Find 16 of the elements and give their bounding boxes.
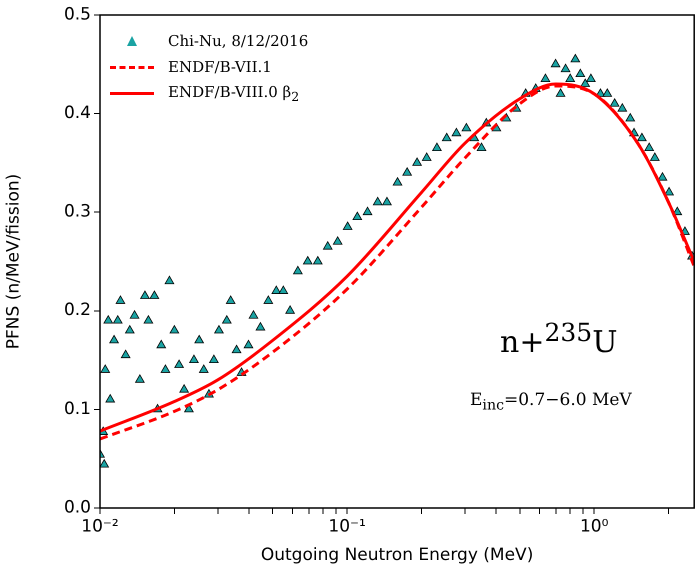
y-tick-label: 0.2 <box>64 300 91 320</box>
x-tick-label: 10⁻² <box>81 516 119 537</box>
x-tick-label: 10⁻¹ <box>328 516 366 537</box>
y-tick-label: 0.4 <box>64 103 91 124</box>
x-tick-label: 10⁰ <box>580 516 609 537</box>
legend-label: ENDF/B-VIII.0 β$_{2}$ <box>168 82 300 104</box>
legend-label: ENDF/B-VII.1 <box>168 58 272 76</box>
legend-label: Chi-Nu, 8/12/2016 <box>168 32 308 50</box>
y-tick-label: 0.0 <box>64 497 91 518</box>
y-tick-label: 0.3 <box>64 202 91 222</box>
y-tick-label: 0.1 <box>64 398 91 419</box>
annotation: n+$^{235}$U <box>500 318 618 360</box>
annotation: E$_{inc}$=0.7−6.0 MeV <box>470 390 632 414</box>
y-tick-label: 0.5 <box>64 4 91 24</box>
x-axis-title: Outgoing Neutron Energy (MeV) <box>260 545 534 566</box>
y-axis-title: PFNS (n/MeV/fission) <box>4 174 24 350</box>
